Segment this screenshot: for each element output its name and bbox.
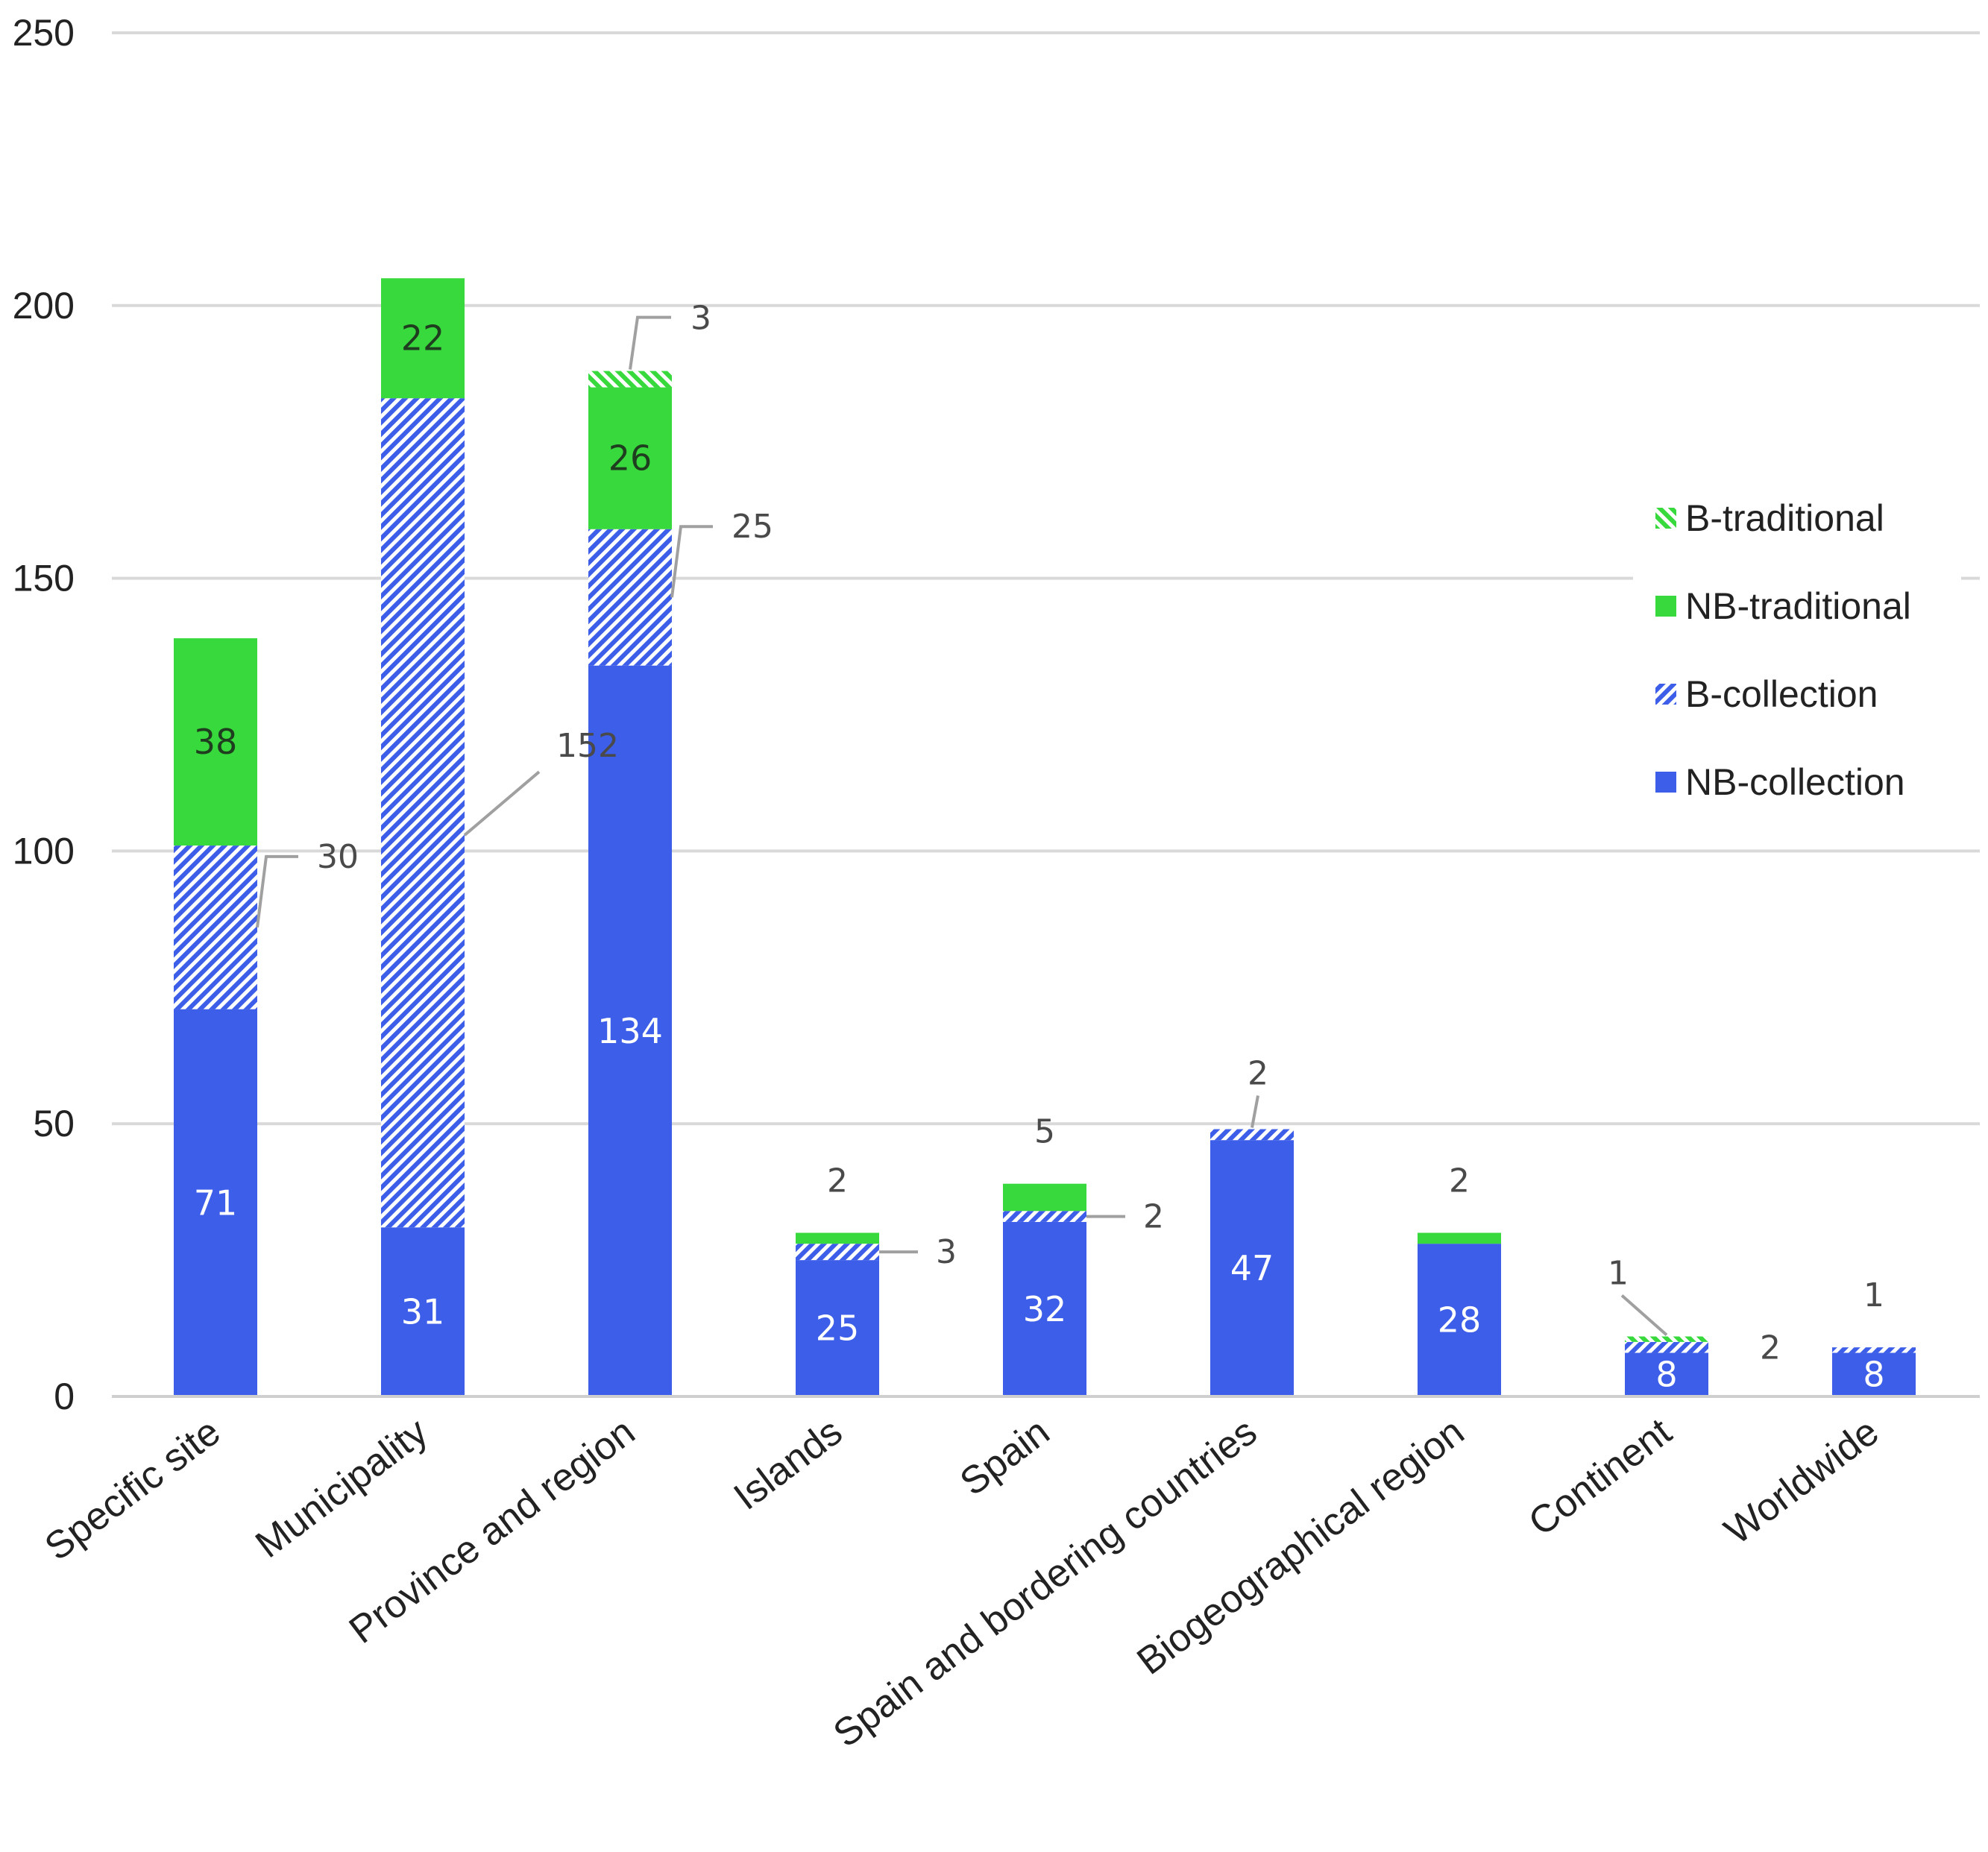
bar-specific-site-nb-traditional (174, 638, 257, 846)
data-label-municipality-nb-traditional: 22 (401, 318, 445, 359)
data-label-specific-site-b-collection: 30 (317, 838, 359, 876)
bar-spain-nb-traditional (1003, 1183, 1086, 1212)
y-tick-label-150: 150 (13, 558, 75, 599)
leader-line-province-and-region-b-collection (670, 525, 713, 598)
data-label-specific-site-nb-traditional: 38 (194, 722, 238, 762)
bar-continent-nb-collection (1625, 1352, 1708, 1396)
x-tick-label-continent: Continent (1521, 1410, 1680, 1545)
bar-municipality-nb-collection (381, 1227, 465, 1396)
data-label-biogeographical-region-nb-collection: 28 (1438, 1300, 1482, 1341)
y-tick-label-0: 0 (54, 1376, 75, 1417)
bar-spain-b-collection (1003, 1211, 1086, 1222)
bar-specific-site-nb-collection (174, 1009, 257, 1396)
data-label-islands-nb-traditional: 2 (827, 1162, 848, 1200)
data-label-province-and-region-nb-traditional: 26 (608, 438, 652, 479)
x-tick-label-spain: Spain (952, 1410, 1057, 1504)
data-label-province-and-region-b-traditional: 3 (691, 300, 711, 338)
y-tick-label-250: 250 (13, 12, 75, 54)
bar-specific-site-b-collection (174, 845, 257, 1010)
data-label-biogeographical-region-nb-traditional: 2 (1449, 1162, 1470, 1200)
legend: B-traditional NB-traditional B-collection N… (1633, 473, 1961, 824)
bar-province-and-region-b-collection (588, 529, 672, 666)
x-tick-label-islands: Islands (726, 1410, 850, 1518)
y-tick-label-100: 100 (13, 830, 75, 872)
bar-worldwide-nb-collection (1832, 1352, 1916, 1396)
legend-label-b-collection: B-collection (1685, 673, 1878, 715)
data-label-municipality-nb-collection: 31 (401, 1292, 445, 1332)
data-label-municipality-b-collection: 152 (556, 727, 619, 765)
bar-biogeographical-region-nb-traditional (1418, 1232, 1501, 1244)
legend-swatch-b-collection (1655, 684, 1676, 705)
data-label-worldwide-b-collection: 1 (1863, 1276, 1884, 1314)
legend-label-nb-collection: NB-collection (1685, 761, 1905, 803)
bar-islands-nb-collection (796, 1260, 879, 1396)
data-label-continent-nb-collection: 8 (1655, 1355, 1677, 1395)
bar-province-and-region-nb-traditional (588, 387, 672, 529)
legend-swatch-nb-traditional (1655, 596, 1676, 617)
leader-line-province-and-region-b-traditional (629, 315, 671, 370)
bar-province-and-region-nb-collection (588, 665, 672, 1396)
legend-background (1633, 473, 1961, 824)
data-label-spain-b-collection: 2 (1143, 1198, 1164, 1236)
x-tick-label-spain-and-bordering-countries: Spain and bordering countries (825, 1410, 1265, 1756)
y-tick-label-200: 200 (13, 285, 75, 327)
x-tick-label-municipality: Municipality (248, 1410, 435, 1566)
data-label-spain-and-bordering-countries-b-collection: 2 (1248, 1055, 1268, 1093)
leader-line-municipality-b-collection (463, 770, 541, 837)
bar-spain-nb-collection (1003, 1221, 1086, 1396)
bar-worldwide-b-collection (1832, 1347, 1916, 1353)
bar-continent-b-traditional (1625, 1336, 1708, 1342)
data-label-islands-nb-collection: 25 (816, 1308, 860, 1349)
legend-swatch-b-traditional (1655, 508, 1676, 529)
data-label-spain-and-bordering-countries-nb-collection: 47 (1230, 1248, 1274, 1288)
data-label-islands-b-collection: 3 (936, 1233, 957, 1271)
bar-spain-and-bordering-countries-nb-collection (1210, 1140, 1294, 1396)
leader-line-continent-b-traditional (1620, 1294, 1668, 1337)
bar-spain-and-bordering-countries-b-collection (1210, 1129, 1294, 1141)
bar-biogeographical-region-nb-collection (1418, 1244, 1501, 1396)
legend-label-nb-traditional: NB-traditional (1685, 585, 1911, 627)
data-label-continent-b-collection: 2 (1760, 1329, 1781, 1367)
data-label-specific-site-nb-collection: 71 (194, 1182, 238, 1223)
legend-label-b-traditional: B-traditional (1685, 497, 1884, 539)
bar-province-and-region-b-traditional (588, 371, 672, 388)
data-label-worldwide-nb-collection: 8 (1863, 1355, 1884, 1395)
x-tick-label-worldwide: Worldwide (1717, 1410, 1887, 1553)
data-label-spain-nb-collection: 32 (1023, 1289, 1067, 1329)
data-label-province-and-region-b-collection: 25 (732, 508, 773, 546)
leader-line-specific-site-b-collection (256, 854, 298, 928)
data-label-province-and-region-nb-collection: 134 (597, 1011, 663, 1051)
legend-swatch-nb-collection (1655, 772, 1676, 793)
data-label-spain-nb-traditional: 5 (1034, 1113, 1055, 1151)
axes: 0 50 100 150 200 250 Specific site Municipality… (13, 12, 1980, 1756)
leader-line-spain-and-bordering-countries-b-collection (1251, 1095, 1259, 1128)
x-tick-label-biogeographical-region: Biogeographical region (1129, 1410, 1472, 1683)
bar-continent-b-collection (1625, 1341, 1708, 1353)
bar-islands-nb-traditional (796, 1232, 879, 1244)
data-label-continent-b-traditional: 1 (1608, 1255, 1629, 1293)
bar-municipality-nb-traditional (381, 278, 465, 399)
bars (174, 278, 1916, 1396)
bar-municipality-b-collection (381, 398, 465, 1228)
y-tick-label-50: 50 (33, 1103, 75, 1144)
x-tick-label-specific-site: Specific site (37, 1410, 228, 1569)
bar-islands-b-collection (796, 1244, 879, 1261)
